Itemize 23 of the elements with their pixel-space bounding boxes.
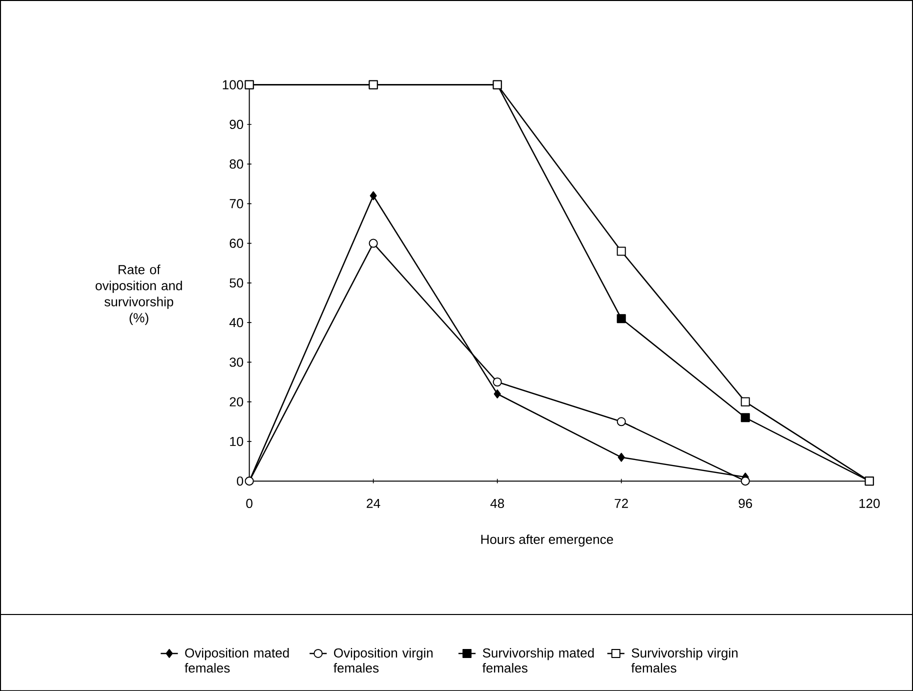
y-tick-label: 90 — [230, 120, 244, 129]
legend-label: Oviposition mated females — [184, 648, 289, 672]
y-tick-label: 60 — [230, 238, 244, 248]
x-tick-label: 96 — [738, 498, 752, 508]
y-tick-label: 50 — [230, 278, 244, 288]
x-axis-title: Hours after emergence — [481, 534, 614, 546]
x-tick-label: 72 — [614, 498, 628, 508]
y-tick-label: 70 — [230, 198, 244, 208]
y-axis-title: Rate of oviposition and survivorship (%) — [96, 264, 182, 325]
x-tick-label: 0 — [246, 498, 252, 508]
legend-label: Survivorship virgin females — [631, 648, 738, 672]
y-tick-label: 40 — [229, 318, 244, 328]
y-tick-label: 10 — [230, 436, 244, 446]
y-tick-label: 30 — [230, 357, 244, 367]
y-tick-label: 80 — [230, 159, 244, 169]
x-tick-label: 120 — [859, 498, 880, 508]
legend-label: Oviposition virgin females — [334, 648, 433, 672]
x-tick-label: 24 — [366, 498, 380, 508]
y-tick-label: 20 — [230, 397, 244, 406]
legend-label: Survivorship mated females — [482, 648, 594, 672]
y-tick-label: 0 — [236, 476, 244, 486]
y-tick-label: 100 — [222, 80, 244, 90]
x-tick-label: 48 — [490, 498, 504, 508]
